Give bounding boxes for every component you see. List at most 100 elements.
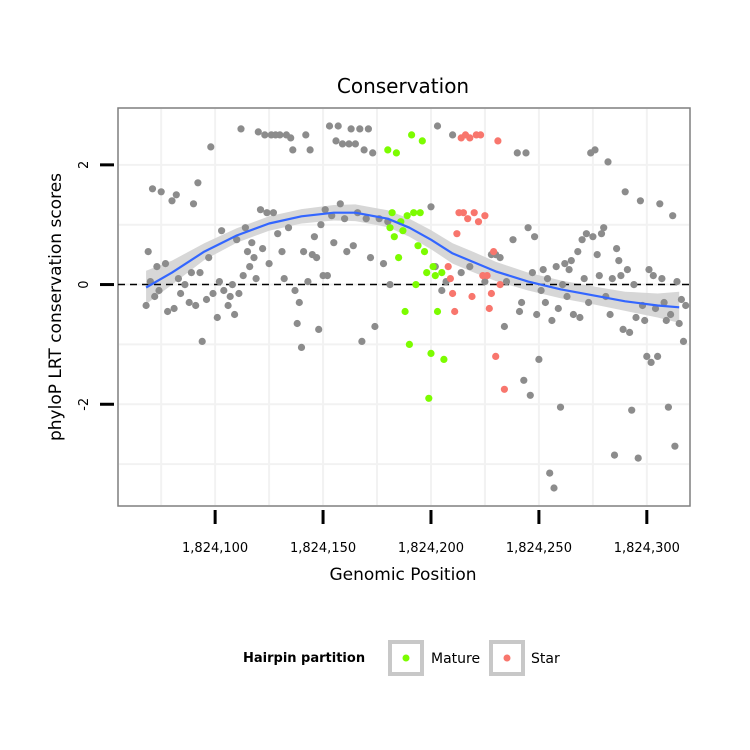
x-tick-label: 1,824,100 [182,541,248,556]
point-other [256,206,265,214]
point-other [323,272,331,280]
point-other [656,200,664,208]
point-star [487,289,495,298]
point-mature [384,146,392,154]
point-mature [386,224,394,232]
point-other [226,292,234,301]
point-other [310,233,318,241]
legend-key-star [489,640,525,676]
point-other [187,269,195,277]
legend-label-star: Star [531,651,560,667]
point-other [306,146,314,154]
point-other [667,310,675,319]
point-star [466,134,474,142]
point-other [356,125,364,133]
point-other [325,122,334,130]
legend-key-mature [388,640,424,676]
point-other [660,298,668,307]
point-other [502,278,511,286]
point-other [496,254,504,262]
point-other [364,125,372,133]
point-mature [403,212,411,220]
y-axis-title: phyloP LRT conservation scores [46,173,66,441]
point-other [241,224,249,232]
point-other [371,322,379,331]
point-other [632,313,640,322]
point-other [537,286,545,295]
point-other [433,122,442,130]
point-other [213,313,221,322]
point-star [481,212,489,220]
point-other [623,266,632,274]
point-other [336,200,344,208]
point-mature [420,248,429,256]
smooth-confidence-band [146,204,680,323]
point-other [649,272,657,280]
x-tick-label: 1,824,150 [290,541,356,556]
smooth-line [145,211,680,309]
point-other [526,391,534,399]
point-mature [440,355,448,363]
point-other [172,191,180,199]
point-other [304,278,312,286]
point-other [520,376,528,384]
point-other [677,295,686,304]
point-mature [423,269,431,277]
point-other [263,209,271,217]
legend: Hairpin partition Mature Star [243,640,560,676]
point-other [174,275,182,283]
point-other [647,358,655,366]
x-axis: 1,824,100 1,824,150 1,824,200 1,824,250 1,82… [182,510,680,556]
point-other [252,275,260,283]
point-other [578,236,586,244]
point-other [561,260,569,268]
point-other [215,278,223,286]
point-other [189,200,198,208]
point-other [671,442,679,450]
point-other [321,206,329,214]
point-other [563,292,571,301]
point-mature [395,254,403,262]
point-mature [429,263,437,271]
point-mature [431,272,439,280]
point-mature [427,349,435,357]
point-other [254,128,262,136]
point-other [194,179,202,187]
point-other [269,209,277,217]
point-other [466,263,474,271]
point-other [164,307,172,316]
point-other [621,188,629,196]
point-other [246,263,254,271]
point-other [360,146,368,154]
point-other [559,281,567,289]
point-other [261,131,269,139]
point-other [289,146,297,154]
point-other [546,469,554,477]
x-axis-title: Genomic Position [329,565,476,585]
point-other [366,254,375,262]
x-tick-label: 1,824,250 [506,541,572,556]
point-other [330,239,338,247]
point-other [619,325,627,333]
point-other [604,158,612,166]
point-other [662,316,670,325]
point-other [287,134,295,142]
point-other [334,122,342,130]
point-other [597,230,606,238]
point-other [280,275,288,283]
point-star [468,292,476,301]
point-other [533,310,541,319]
point-star [500,385,508,393]
point-mature [412,281,420,289]
point-other [567,257,575,265]
point-other [449,131,457,139]
point-other [613,245,621,253]
point-other [239,272,247,280]
y-tick-label: -2 [77,398,92,411]
point-other [248,239,256,247]
point-other [610,451,619,459]
point-other [569,310,578,319]
point-other [351,140,359,148]
y-tick-label: 2 [77,161,92,169]
point-other [192,301,200,310]
